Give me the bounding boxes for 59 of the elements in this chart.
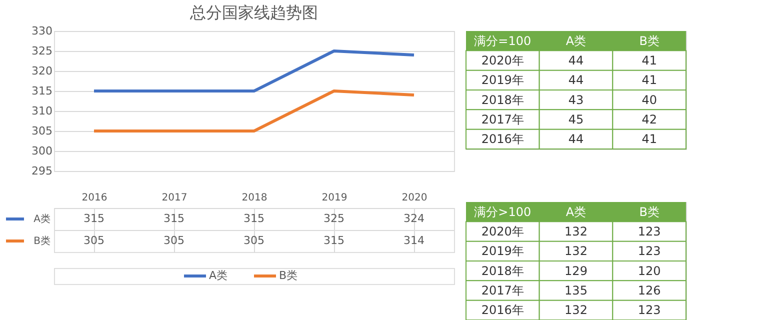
y-tick-label: 305 (32, 124, 52, 138)
data-label: 135 (564, 284, 588, 298)
data-label: 132 (564, 244, 588, 258)
data-label: 305 (244, 234, 264, 247)
y-tick-label: 310 (32, 104, 52, 118)
data-label: 41 (642, 73, 657, 88)
data-label: 324 (404, 212, 424, 225)
data-label: 314 (404, 234, 424, 247)
chart-title: 满分=100 (474, 34, 532, 48)
data-label: 325 (324, 212, 344, 225)
x-tick-label: 2017 (162, 192, 188, 204)
data-label: 41 (642, 54, 657, 68)
y-tick-label: 2018年 (481, 92, 524, 107)
data-label: 120 (638, 264, 661, 278)
data-label: 126 (638, 284, 661, 298)
y-tick-label: 2017年 (481, 112, 524, 126)
data-label: 315 (244, 212, 264, 225)
y-tick-label: 2018年 (481, 264, 524, 278)
y-tick-label: 2020年 (481, 224, 524, 238)
legend-label: B类 (34, 235, 50, 247)
y-tick-label: 2019年 (481, 244, 524, 258)
x-tick-label: 2016 (82, 192, 108, 204)
data-label: 132 (564, 303, 588, 318)
y-tick-label: 2016年 (481, 303, 524, 318)
x-tick-label: 2019 (322, 192, 348, 204)
data-label: 123 (638, 303, 661, 318)
data-label: 44 (568, 73, 584, 88)
text: B类 (279, 269, 298, 282)
data-label: 129 (564, 264, 588, 278)
y-tick-label: 2020年 (481, 54, 524, 68)
y-tick-label: 325 (32, 44, 52, 58)
data-label: 305 (84, 234, 104, 247)
data-label: 123 (638, 244, 661, 258)
data-label: 315 (84, 212, 104, 225)
y-tick-label: 2019年 (481, 73, 524, 88)
data-label: 43 (568, 92, 584, 107)
y-tick-label: 315 (32, 84, 52, 98)
chart-title: 总分国家线趋势图 (189, 3, 318, 22)
y-tick-label: 295 (32, 164, 52, 178)
data-label: 315 (164, 212, 184, 225)
data-label: 315 (324, 234, 344, 247)
data-label: 44 (568, 132, 584, 146)
y-tick-label: 300 (32, 144, 52, 158)
text: A类 (209, 269, 228, 282)
chart-title: 满分>100 (474, 204, 532, 219)
y-tick-label: 2017年 (481, 284, 524, 298)
x-tick-label: 2020 (402, 192, 428, 204)
y-tick-label: 320 (32, 64, 52, 78)
y-tick-label: 2016年 (481, 132, 524, 146)
data-label: 44 (568, 54, 584, 68)
data-label: 42 (642, 112, 657, 126)
data-label: 305 (164, 234, 184, 247)
data-label: 40 (642, 92, 657, 107)
data-label: 123 (638, 224, 661, 238)
y-tick-label: 330 (32, 24, 52, 38)
data-label: 45 (568, 112, 584, 126)
x-tick-label: 2018 (242, 192, 268, 204)
data-label: 132 (564, 224, 588, 238)
data-label: 41 (642, 132, 657, 146)
